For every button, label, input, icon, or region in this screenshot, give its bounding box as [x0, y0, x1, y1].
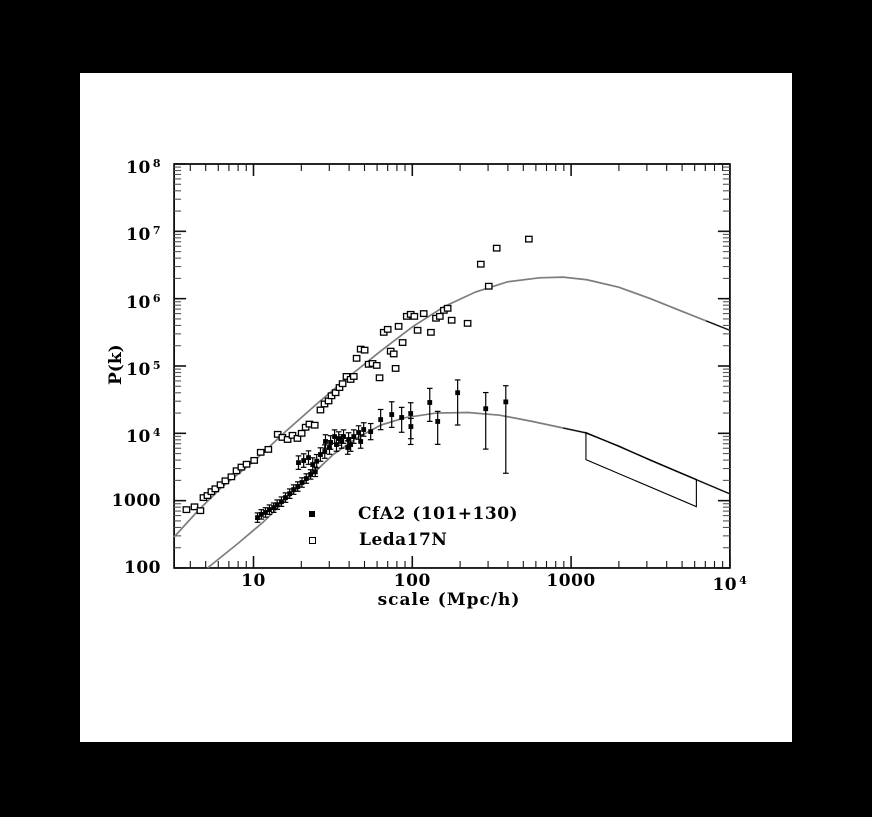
y-axis-title: P(k): [106, 344, 126, 385]
cfa2-points: [254, 379, 509, 523]
y-tick-label: 10 4: [126, 426, 161, 448]
y-tick-label: 100: [124, 557, 161, 578]
legend-label-cfa2: CfA2 (101+130): [358, 504, 519, 524]
axis-ticks: [174, 163, 731, 569]
y-tick-label: 1000: [111, 490, 161, 511]
legend-label-leda17n: Leda17N: [359, 530, 448, 550]
y-tick-label: 10 6: [126, 291, 161, 313]
x-tick-label: 1000: [546, 571, 596, 591]
leda17n-points: [182, 235, 533, 515]
open-square-marker-icon: [309, 536, 316, 544]
y-tick-label: 10 5: [126, 358, 161, 380]
legend-item-cfa2: CfA2 (101+130): [309, 504, 518, 524]
x-tick-label: 100: [393, 571, 431, 591]
x-tick-label: 10 4: [712, 574, 748, 595]
y-tick-label: 10 8: [126, 157, 161, 178]
legend-item-leda17n: Leda17N: [309, 530, 447, 550]
x-tick-label: 10: [241, 571, 266, 591]
y-tick-label: 10 7: [126, 224, 161, 246]
filled-square-marker-icon: [309, 511, 315, 517]
leda-model-curve: [173, 276, 731, 538]
annotation-box: [585, 431, 697, 508]
x-axis-title: scale (Mpc/h): [377, 590, 521, 610]
figure-panel: [80, 73, 792, 742]
